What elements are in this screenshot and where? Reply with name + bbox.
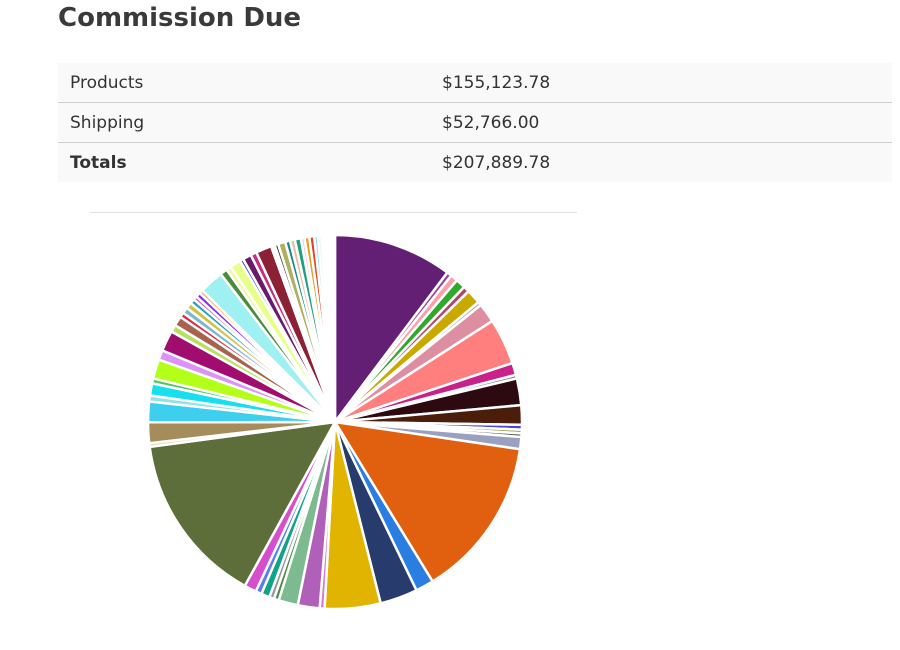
commission-summary-table: Products $155,123.78 Shipping $52,766.00… bbox=[58, 63, 892, 182]
pie-slice-72[interactable] bbox=[330, 233, 337, 424]
row-label-products: Products bbox=[58, 63, 430, 103]
table-row: Shipping $52,766.00 bbox=[58, 102, 892, 143]
row-value-products: $155,123.78 bbox=[430, 63, 892, 103]
page-title: Commission Due bbox=[58, 3, 302, 33]
pie-slice-1[interactable] bbox=[333, 233, 449, 424]
row-label-shipping: Shipping bbox=[58, 102, 430, 143]
pie-slice-30[interactable] bbox=[148, 420, 337, 588]
commission-pie-chart bbox=[146, 233, 524, 611]
chart-top-rule bbox=[90, 212, 577, 213]
row-value-totals: $207,889.78 bbox=[430, 142, 892, 182]
row-label-totals: Totals bbox=[58, 142, 430, 182]
table-row: Products $155,123.78 bbox=[58, 63, 892, 103]
table-row-total: Totals $207,889.78 bbox=[58, 142, 892, 182]
row-value-shipping: $52,766.00 bbox=[430, 102, 892, 143]
pie-slice-18[interactable] bbox=[333, 420, 522, 583]
